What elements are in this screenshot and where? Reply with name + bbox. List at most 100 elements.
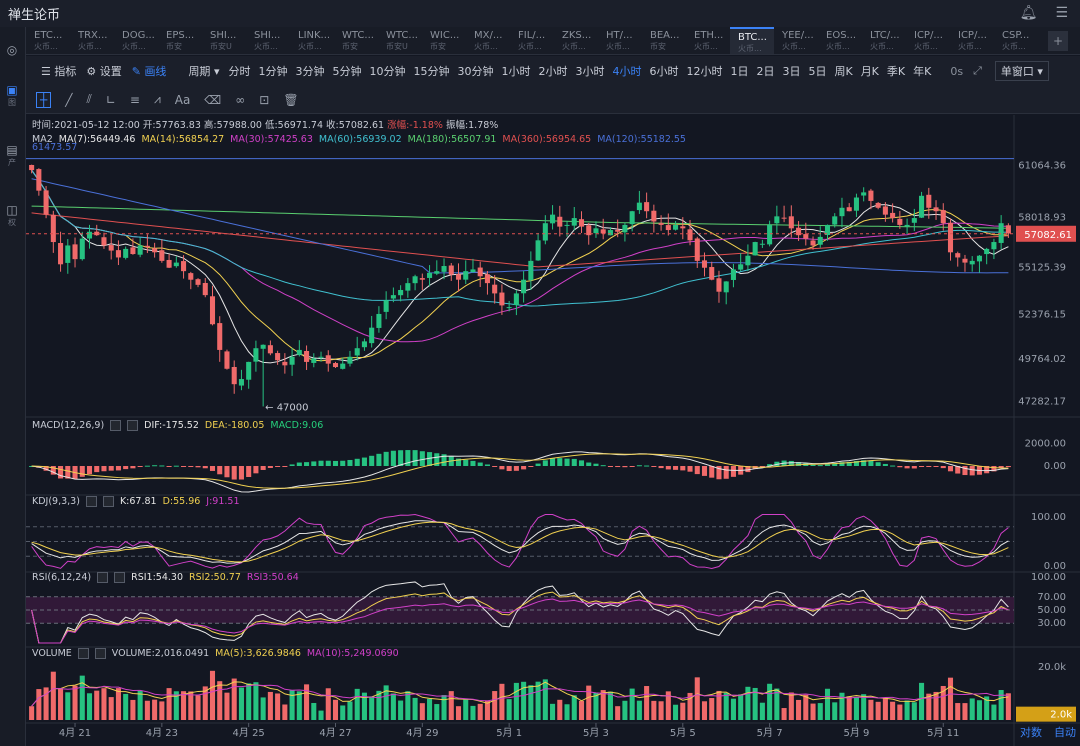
tab-2[interactable]: DOG... 火币... (114, 27, 158, 54)
tab-19[interactable]: LTC/... 火币... (862, 27, 906, 54)
window-mode-select[interactable]: 单窗口 ▾ (994, 61, 1049, 81)
period-10[interactable]: 4小时 (612, 65, 642, 78)
tab-exchange: 火币... (474, 42, 498, 51)
indicator-button[interactable]: ☰ 指标 (41, 65, 77, 78)
candle (513, 293, 519, 306)
tab-16[interactable]: BTC... 火币... (730, 27, 774, 54)
period-9[interactable]: 3小时 (575, 65, 605, 78)
tab-10[interactable]: MX/... 火币... (466, 27, 510, 54)
period-dropdown[interactable]: 周期 ▾ (188, 65, 220, 78)
period-16[interactable]: 5日 (808, 65, 827, 78)
tab-6[interactable]: LINK... 火币... (290, 27, 334, 54)
period-5[interactable]: 15分钟 (413, 65, 450, 78)
tab-exchange: 火币... (1002, 42, 1026, 51)
trash-icon[interactable]: 🗑︎ (283, 92, 299, 107)
menu-icon[interactable]: ☰ (1055, 5, 1068, 21)
candle (340, 363, 346, 369)
period-13[interactable]: 1日 (730, 65, 749, 78)
tab-5[interactable]: SHI... 火币... (246, 27, 290, 54)
settings-button[interactable]: ⚙ 设置 (86, 65, 122, 78)
tab-7[interactable]: WTC... 币安 (334, 27, 378, 54)
tab-11[interactable]: FIL/... 火币... (510, 27, 554, 54)
chart-area[interactable]: 61064.36 58018.93 55125.39 52376.15 49764.02… (26, 115, 1080, 746)
sidebar-item-chart[interactable]: ▣ 图 (6, 83, 18, 107)
tab-22[interactable]: CSP... 火币... (994, 27, 1038, 54)
macd-bar (383, 451, 389, 466)
period-8[interactable]: 2小时 (538, 65, 568, 78)
close-icon[interactable] (114, 572, 126, 583)
period-17[interactable]: 周K (834, 65, 853, 78)
period-7[interactable]: 1小时 (501, 65, 531, 78)
tab-13[interactable]: HT/... 火币... (598, 27, 642, 54)
period-3[interactable]: 5分钟 (332, 65, 362, 78)
tab-9[interactable]: WIC... 币安 (422, 27, 466, 54)
tab-17[interactable]: YEE/... 火币... (774, 27, 818, 54)
tab-12[interactable]: ZKS... 火币... (554, 27, 598, 54)
angle-icon[interactable]: ∟ (105, 92, 116, 107)
tab-20[interactable]: ICP/... 火币... (906, 27, 950, 54)
tab-18[interactable]: EOS... 火币... (818, 27, 862, 54)
volume-ma10-line (31, 684, 1009, 707)
settings-icon[interactable] (85, 496, 97, 507)
wave-icon[interactable]: ⩘ (153, 92, 161, 106)
tab-8[interactable]: WTC... 币安U (378, 27, 422, 54)
channel-icon[interactable]: ⫽ (86, 92, 92, 106)
volume-bar (108, 697, 114, 720)
close-icon[interactable] (102, 496, 114, 507)
tab-0[interactable]: ETC... 火币... (26, 27, 70, 54)
period-0[interactable]: 分时 (228, 65, 251, 78)
settings-icon[interactable] (77, 648, 89, 659)
close-icon[interactable] (127, 420, 139, 431)
line-icon[interactable]: ╱ (65, 92, 73, 107)
period-2[interactable]: 3分钟 (295, 65, 325, 78)
settings-icon[interactable] (110, 420, 122, 431)
tab-14[interactable]: BEA... 币安 (642, 27, 686, 54)
volume-bar (622, 700, 628, 720)
volume-bar (629, 688, 635, 720)
period-1[interactable]: 1分钟 (258, 65, 288, 78)
macd-bar (419, 451, 425, 466)
period-14[interactable]: 2日 (756, 65, 775, 78)
macd-bar (680, 466, 686, 471)
log-scale-button[interactable]: 对数 (1020, 726, 1042, 739)
expand-icon[interactable]: ⤢ (973, 64, 982, 77)
tab-exchange: 火币... (694, 42, 718, 51)
settings-icon[interactable] (97, 572, 109, 583)
period-18[interactable]: 月K (860, 65, 879, 78)
lock-icon[interactable]: ⊡ (259, 92, 270, 107)
period-19[interactable]: 季K (886, 65, 906, 78)
eraser-icon[interactable]: ⌫ (204, 92, 222, 107)
current-price-label: 57082.61 (1024, 230, 1072, 241)
date-tick: 5月 11 (927, 727, 959, 739)
tab-4[interactable]: SHI... 币安U (202, 27, 246, 54)
sidebar-item-list[interactable]: ▤ 产 (6, 143, 18, 167)
ma-line (31, 169, 1009, 307)
macd-bar (991, 466, 997, 472)
period-20[interactable]: 年K (913, 65, 932, 78)
add-tab-icon[interactable]: + (1048, 31, 1068, 51)
link-icon[interactable]: ∞ (235, 92, 246, 107)
period-15[interactable]: 3日 (782, 65, 801, 78)
tab-15[interactable]: ETH... 火币... (686, 27, 730, 54)
period-12[interactable]: 12小时 (686, 65, 723, 78)
period-4[interactable]: 10分钟 (369, 65, 406, 78)
tab-1[interactable]: TRX... 火币... (70, 27, 114, 54)
bell-icon[interactable]: 🔔︎ (1019, 5, 1038, 21)
macd-bar (796, 462, 802, 466)
fib-icon[interactable]: ≡ (129, 92, 140, 107)
tab-3[interactable]: EPS... 币安 (158, 27, 202, 54)
macd-bar (528, 466, 534, 467)
period-6[interactable]: 30分钟 (457, 65, 494, 78)
close-icon[interactable] (94, 648, 106, 659)
ma-legend-item: MA(60):56939.02 (318, 134, 402, 145)
text-tool[interactable]: Aa (174, 92, 191, 107)
sidebar-item-trade[interactable]: ◫ 权 (6, 203, 18, 227)
crosshair-icon[interactable]: ┼ (36, 91, 52, 108)
period-11[interactable]: 6小时 (649, 65, 679, 78)
macd-bar (246, 466, 252, 478)
auto-scale-button[interactable]: 自动 (1054, 726, 1076, 739)
globe-icon[interactable]: ◎ (6, 43, 18, 57)
tab-symbol: LTC/... (870, 30, 900, 41)
draw-button[interactable]: ✎ 画线 (131, 65, 167, 78)
tab-21[interactable]: ICP/... 火币... (950, 27, 994, 54)
